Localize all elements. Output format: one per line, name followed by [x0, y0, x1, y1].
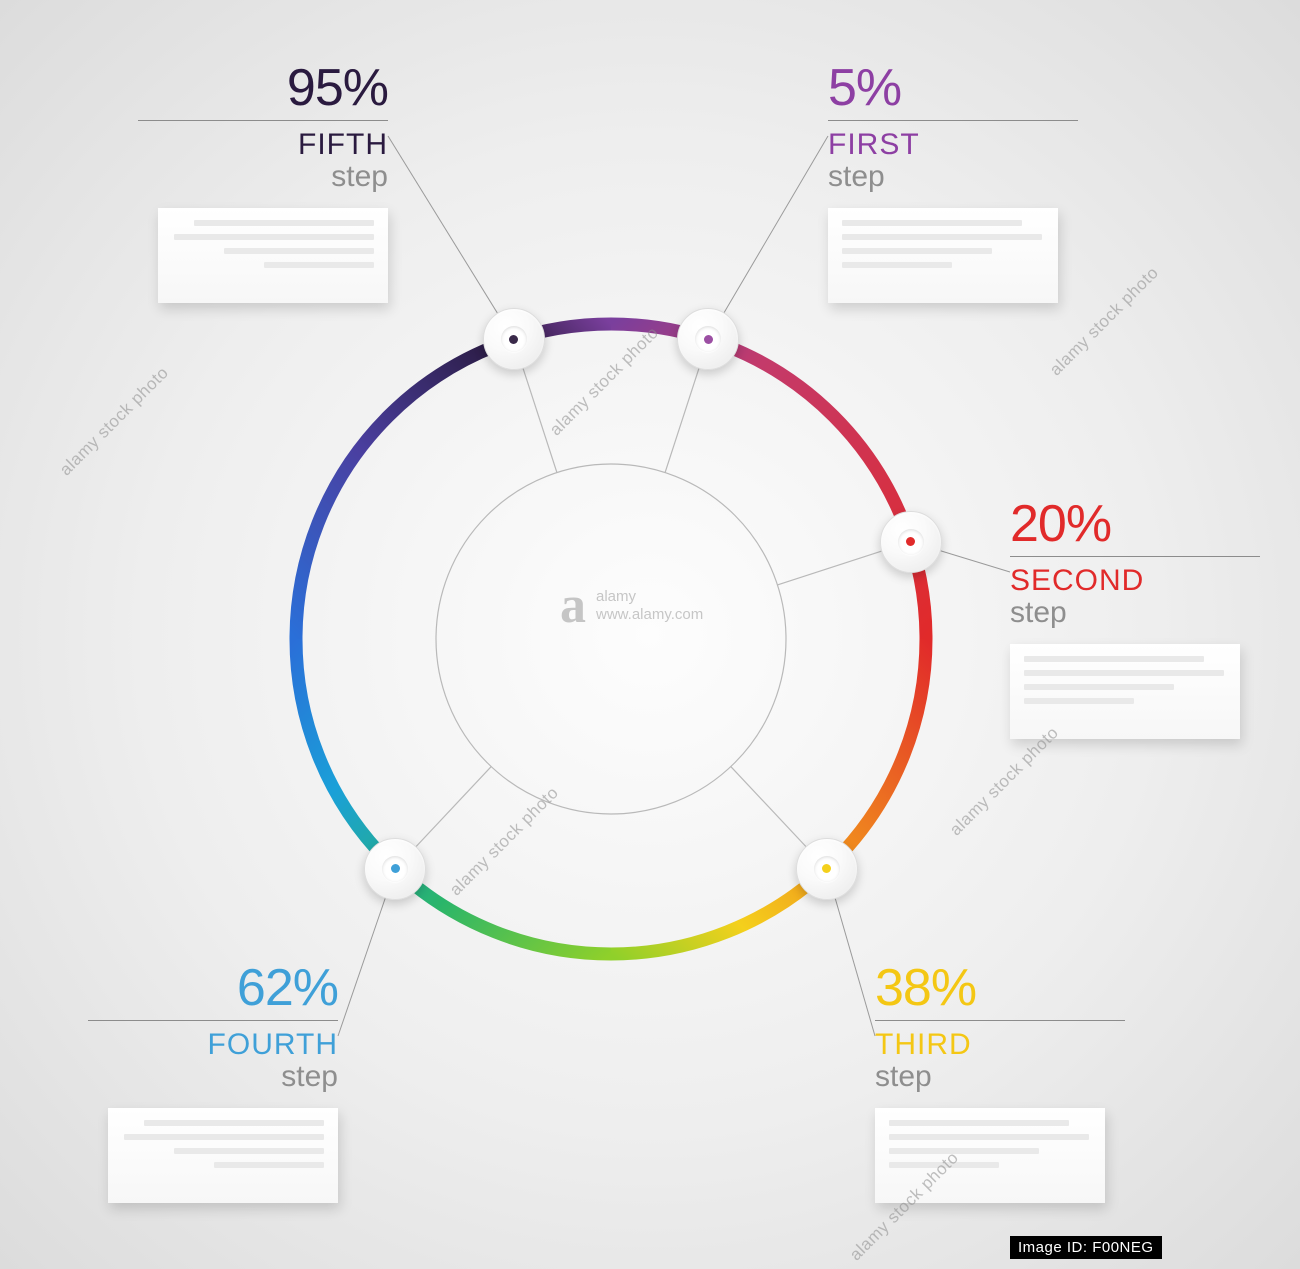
rule — [828, 120, 1078, 121]
callout-fifth: 95% FIFTHstep — [138, 62, 388, 303]
step-title: FIRST — [828, 129, 1078, 161]
watermark-brand: a alamy www.alamy.com — [560, 580, 703, 632]
placeholder-line — [194, 220, 374, 226]
placeholder-line — [174, 1148, 324, 1154]
rule — [138, 120, 388, 121]
callout-third: 38% THIRDstep — [875, 962, 1125, 1203]
ring-node-dot — [704, 335, 713, 344]
pct-value: 20% — [1010, 498, 1260, 550]
placeholder-line — [224, 248, 374, 254]
step-subtitle: step — [828, 161, 1078, 193]
placeholder-line — [842, 234, 1042, 240]
placeholder-line — [1024, 670, 1224, 676]
ring-node-fifth — [483, 308, 545, 370]
placeholder-line — [889, 1148, 1039, 1154]
image-id: Image ID: F00NEG — [1010, 1236, 1162, 1259]
desc-card — [828, 208, 1058, 303]
callout-second: 20% SECONDstep — [1010, 498, 1260, 739]
placeholder-line — [842, 248, 992, 254]
step-title: FOURTH — [88, 1029, 338, 1061]
placeholder-line — [842, 220, 1022, 226]
rule — [875, 1020, 1125, 1021]
step-title: FIFTH — [138, 129, 388, 161]
placeholder-line — [1024, 684, 1174, 690]
infographic-stage: 5%FIRSTstep20%SECONDstep38%THIRDstep62%F… — [0, 0, 1300, 1269]
step-subtitle: step — [1010, 597, 1260, 629]
step-subtitle: step — [138, 161, 388, 193]
step-subtitle: step — [88, 1061, 338, 1093]
pct-value: 95% — [138, 62, 388, 114]
desc-card — [108, 1108, 338, 1203]
placeholder-line — [889, 1134, 1089, 1140]
step-title: SECOND — [1010, 565, 1260, 597]
desc-card — [158, 208, 388, 303]
placeholder-line — [174, 234, 374, 240]
ring-node-dot — [391, 864, 400, 873]
placeholder-line — [144, 1120, 324, 1126]
pct-value: 62% — [88, 962, 338, 1014]
placeholder-line — [842, 262, 952, 268]
placeholder-line — [1024, 656, 1204, 662]
pct-value: 38% — [875, 962, 1125, 1014]
step-subtitle: step — [875, 1061, 1125, 1093]
brand-name: alamy — [596, 588, 703, 606]
brand-letter: a — [560, 580, 586, 632]
ring-node-third — [796, 838, 858, 900]
rule — [1010, 556, 1260, 557]
rule — [88, 1020, 338, 1021]
placeholder-line — [889, 1120, 1069, 1126]
ring-node-fourth — [364, 838, 426, 900]
pct-value: 5% — [828, 62, 1078, 114]
placeholder-line — [1024, 698, 1134, 704]
brand-site: www.alamy.com — [596, 606, 703, 624]
brand-text: alamy www.alamy.com — [596, 588, 703, 624]
callout-fourth: 62% FOURTHstep — [88, 962, 338, 1203]
desc-card — [1010, 644, 1240, 739]
ring-node-dot — [509, 335, 518, 344]
callout-first: 5% FIRSTstep — [828, 62, 1078, 303]
ring-node-dot — [822, 864, 831, 873]
placeholder-line — [214, 1162, 324, 1168]
placeholder-line — [264, 262, 374, 268]
placeholder-line — [124, 1134, 324, 1140]
ring-node-dot — [906, 537, 915, 546]
step-title: THIRD — [875, 1029, 1125, 1061]
ring-node-second — [880, 511, 942, 573]
